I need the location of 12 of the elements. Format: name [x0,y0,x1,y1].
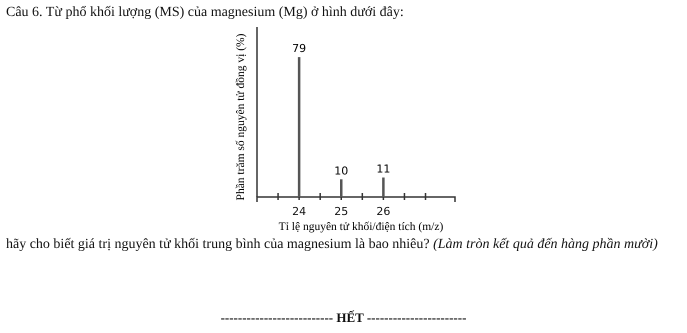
data-label: 79 [292,42,306,56]
data-label: 11 [376,162,390,176]
y-axis-title: Phần trăm số nguyên tử đồng vị (%) [235,33,247,200]
chart-title: Câu 6. Từ phổ khối lượng (MS) của magnesium (Mg) ở hình dưới đây: [6,4,404,22]
x-axis-title: Tỉ lệ nguyên tử khối/điện tích (m/z) [278,221,444,233]
x-tick-label: 24 [292,204,306,218]
data-label: 10 [334,164,348,178]
text: -------------------------- HẾT ----------------------- [220,309,468,327]
x-tick-label: 25 [334,204,348,218]
x-tick-label: 26 [376,204,390,218]
text: (Làm tròn kết quả đến hàng phần mười) [433,237,658,252]
text: hãy cho biết giá trị nguyên tử khối trung bình của magnesium là bao nhiêu? [6,237,430,252]
